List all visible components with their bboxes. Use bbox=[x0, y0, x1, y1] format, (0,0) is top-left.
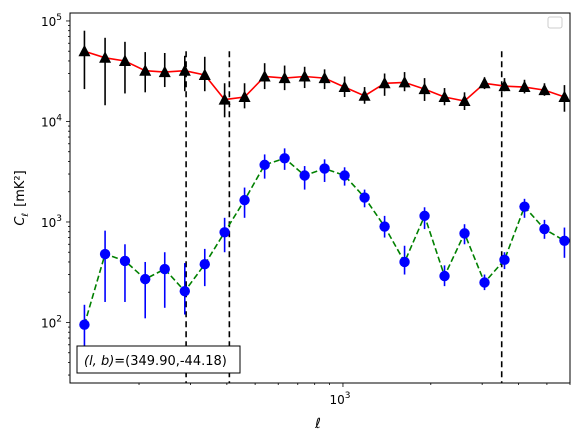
data-point-triangle bbox=[99, 51, 112, 63]
data-point-triangle bbox=[378, 76, 391, 89]
annotation-box bbox=[76, 345, 241, 374]
x-axis-label: ℓ bbox=[314, 416, 321, 432]
data-point-triangle bbox=[418, 82, 431, 95]
data-point-circle bbox=[359, 192, 370, 203]
series-circle bbox=[79, 148, 570, 349]
data-point-circle bbox=[559, 235, 570, 246]
data-point-triangle bbox=[298, 70, 311, 82]
data-point-triangle bbox=[458, 94, 471, 106]
data-series bbox=[78, 30, 570, 349]
annotation-label: (l, b) bbox=[84, 354, 114, 369]
y-axis-label: Cℓ [mK²] bbox=[13, 170, 31, 225]
data-point-circle bbox=[339, 170, 350, 181]
data-point-circle bbox=[319, 163, 330, 174]
x-tick-label-base: 10 bbox=[329, 393, 344, 407]
data-point-triangle bbox=[558, 90, 570, 103]
data-point-triangle bbox=[338, 80, 351, 93]
data-point-circle bbox=[99, 248, 111, 260]
y-tick-label: 104 bbox=[41, 113, 62, 129]
data-point-circle bbox=[419, 210, 430, 222]
x-tick-label: 103 bbox=[329, 391, 350, 407]
data-point-circle bbox=[219, 227, 230, 238]
y-axis-label-symbol: C bbox=[13, 216, 28, 226]
y-tick-label-base: 10 bbox=[41, 216, 56, 230]
data-point-triangle bbox=[78, 44, 91, 57]
y-tick-label-base: 10 bbox=[41, 115, 56, 129]
data-point-circle bbox=[140, 273, 151, 285]
coordinates-annotation: (l, b)=(349.90,-44.18) bbox=[76, 345, 241, 374]
series-triangle bbox=[78, 30, 570, 118]
data-point-triangle bbox=[438, 90, 451, 103]
y-tick-label-exponent: 4 bbox=[56, 113, 62, 123]
data-point-triangle bbox=[318, 71, 331, 84]
data-point-circle bbox=[79, 319, 90, 330]
data-point-triangle bbox=[139, 64, 152, 76]
data-point-circle bbox=[279, 153, 290, 164]
y-tick-label: 105 bbox=[41, 13, 62, 29]
data-point-circle bbox=[259, 159, 270, 171]
data-point-triangle bbox=[218, 93, 231, 105]
data-point-circle bbox=[459, 228, 470, 239]
data-point-circle bbox=[299, 170, 310, 181]
y-tick-label-base: 10 bbox=[41, 316, 56, 330]
data-point-triangle bbox=[518, 80, 531, 93]
data-point-triangle bbox=[398, 75, 411, 88]
y-axis-label-units: [mK²] bbox=[13, 170, 28, 207]
x-tick-label-exponent: 3 bbox=[345, 391, 351, 401]
data-point-triangle bbox=[158, 65, 171, 78]
data-point-circle bbox=[239, 194, 250, 206]
data-point-circle bbox=[519, 201, 530, 212]
svg-text:Cℓ[mK²]: Cℓ [mK²] bbox=[13, 170, 31, 225]
y-tick-label-exponent: 3 bbox=[56, 214, 62, 224]
data-point-triangle bbox=[278, 71, 291, 84]
data-point-circle bbox=[159, 263, 170, 275]
data-point-triangle bbox=[118, 54, 131, 66]
y-tick-label: 102 bbox=[41, 314, 62, 330]
annotation-text: (l, b)=(349.90,-44.18) bbox=[84, 354, 227, 369]
data-point-circle bbox=[179, 285, 190, 297]
data-point-circle bbox=[499, 254, 510, 266]
plot-frame bbox=[69, 12, 571, 384]
annotation-value: =(349.90,-44.18) bbox=[114, 354, 227, 369]
y-axis-label-subscript: ℓ bbox=[21, 213, 31, 218]
data-point-triangle bbox=[198, 68, 211, 80]
y-tick-label-exponent: 2 bbox=[56, 314, 62, 324]
data-point-circle bbox=[399, 256, 410, 268]
data-point-triangle bbox=[238, 90, 251, 103]
data-point-circle bbox=[199, 259, 210, 270]
data-point-triangle bbox=[498, 79, 511, 92]
data-point-triangle bbox=[538, 83, 551, 96]
data-point-triangle bbox=[478, 76, 491, 89]
legend-box bbox=[547, 16, 563, 29]
data-point-circle bbox=[539, 223, 550, 235]
data-point-circle bbox=[439, 270, 450, 282]
data-point-triangle bbox=[178, 64, 191, 76]
y-tick-label-base: 10 bbox=[41, 15, 56, 29]
data-point-triangle bbox=[358, 89, 371, 101]
data-point-circle bbox=[379, 221, 390, 232]
y-tick-label: 103 bbox=[41, 214, 62, 230]
data-point-triangle bbox=[258, 70, 271, 82]
data-point-circle bbox=[479, 277, 490, 288]
vertical-reference-lines bbox=[185, 51, 503, 383]
data-point-circle bbox=[119, 255, 131, 267]
y-tick-label-exponent: 5 bbox=[56, 13, 62, 23]
